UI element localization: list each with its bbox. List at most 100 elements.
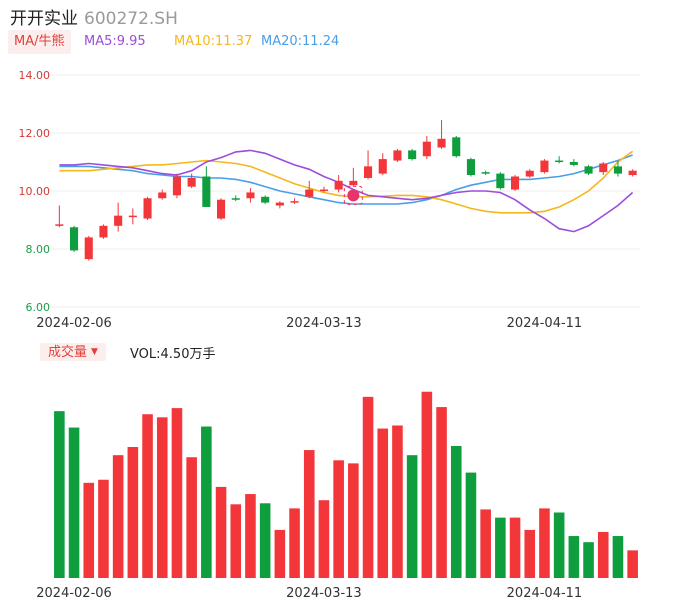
- volume-bar: [83, 482, 95, 578]
- candle: [511, 176, 520, 190]
- volume-bar: [245, 494, 256, 578]
- candle: [70, 227, 79, 251]
- volume-bar: [186, 457, 197, 578]
- volume-bar: [54, 411, 65, 578]
- volume-toggle-button[interactable]: 成交量 ▼: [40, 343, 106, 361]
- volume-bar: [495, 517, 506, 578]
- candle: [599, 163, 608, 173]
- stock-code: 600272.SH: [84, 9, 178, 29]
- candle: [393, 150, 402, 161]
- ma5-label: MA5:9.95: [84, 34, 146, 49]
- candle: [143, 198, 152, 219]
- volume-bar: [333, 460, 344, 578]
- candle: [290, 201, 299, 203]
- volume-bar: [524, 529, 536, 578]
- volume-bar: [201, 426, 212, 578]
- y-tick-label: 8.00: [26, 243, 51, 256]
- volume-bar: [303, 450, 315, 578]
- candle: [437, 138, 446, 148]
- volume-bar: [289, 508, 300, 578]
- candle: [555, 160, 564, 163]
- volume-bar: [509, 517, 521, 578]
- price-x-tick-label: 2024-03-13: [286, 316, 362, 331]
- volume-bar: [568, 536, 580, 578]
- event-badge-icon[interactable]: [347, 189, 360, 202]
- candle: [187, 177, 196, 187]
- volume-bar: [436, 407, 447, 578]
- volume-bar: [465, 472, 477, 578]
- candle: [422, 141, 431, 157]
- stock-title: 开开实业 600272.SH: [10, 4, 178, 29]
- candle: [378, 159, 387, 174]
- volume-bar: [215, 486, 227, 578]
- price-x-tick-label: 2024-04-11: [507, 316, 583, 331]
- volume-bar: [348, 463, 359, 578]
- candle: [452, 137, 461, 157]
- stock-name: 开开实业: [10, 9, 78, 29]
- volume-bar: [612, 536, 624, 578]
- candle: [99, 225, 108, 238]
- candle: [569, 162, 578, 165]
- y-tick-label: 14.00: [19, 69, 51, 82]
- volume-bar: [230, 504, 242, 578]
- volume-bar: [318, 500, 330, 578]
- ma10-line: [59, 150, 634, 214]
- candle: [525, 170, 534, 177]
- volume-bar: [539, 508, 550, 578]
- candle: [481, 172, 490, 174]
- volume-x-tick-label: 2024-03-13: [286, 586, 362, 601]
- volume-bar: [421, 391, 433, 578]
- volume-x-tick-label: 2024-04-11: [507, 586, 583, 601]
- ma-toggle-button[interactable]: MA/牛熊: [8, 30, 71, 54]
- candle: [496, 173, 505, 189]
- candle: [172, 176, 181, 196]
- candle: [55, 224, 64, 226]
- volume-bar: [450, 445, 462, 578]
- candle: [305, 189, 314, 197]
- candle: [613, 166, 622, 174]
- candle: [84, 237, 93, 260]
- y-tick-label: 12.00: [19, 127, 51, 140]
- volume-bar: [112, 455, 124, 578]
- candle: [319, 189, 328, 192]
- volume-bar: [627, 550, 638, 578]
- candle: [114, 215, 123, 226]
- candle: [275, 202, 284, 206]
- volume-toggle-label: 成交量: [48, 345, 88, 360]
- volume-bar: [362, 396, 374, 578]
- volume-bar: [583, 542, 594, 578]
- candle: [334, 180, 343, 190]
- candle: [408, 150, 417, 160]
- ma10-label: MA10:11.37: [174, 34, 253, 49]
- volume-bar: [406, 455, 418, 578]
- volume-bar: [392, 425, 403, 578]
- candle: [217, 199, 226, 219]
- candle: [540, 160, 549, 173]
- candle: [628, 170, 637, 176]
- volume-x-tick-label: 2024-02-06: [36, 586, 112, 601]
- price-x-tick-label: 2024-02-06: [36, 316, 112, 331]
- volume-bar: [274, 529, 286, 578]
- volume-bar: [553, 512, 565, 578]
- caret-down-icon: ▼: [91, 347, 98, 357]
- candle: [261, 196, 270, 203]
- ma20-label: MA20:11.24: [261, 34, 340, 49]
- candle: [158, 192, 167, 199]
- candle: [584, 166, 593, 174]
- candle: [202, 176, 211, 207]
- y-tick-label: 10.00: [19, 185, 51, 198]
- ma20-line: [59, 154, 633, 205]
- candle: [349, 180, 358, 186]
- candle: [128, 215, 137, 218]
- y-tick-label: 6.00: [26, 301, 51, 314]
- volume-bar: [171, 408, 183, 578]
- volume-bar: [127, 446, 139, 578]
- volume-bar: [597, 531, 609, 578]
- volume-bar: [98, 479, 109, 578]
- volume-bar: [480, 509, 491, 578]
- volume-bar: [377, 428, 389, 578]
- candle: [246, 192, 255, 199]
- candle: [364, 166, 373, 178]
- volume-bar: [68, 427, 80, 578]
